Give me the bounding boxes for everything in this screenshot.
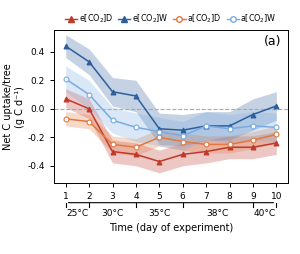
X-axis label: Time (day of experiment): Time (day of experiment) [109, 223, 233, 233]
Y-axis label: Net C uptake/tree
(g C d⁻¹): Net C uptake/tree (g C d⁻¹) [3, 63, 25, 150]
Text: 25°C: 25°C [66, 209, 88, 218]
Text: 38°C: 38°C [207, 209, 229, 218]
Text: 30°C: 30°C [101, 209, 124, 218]
Legend: e[CO$_2$]D, e[CO$_2$]W, a[CO$_2$]D, a[CO$_2$]W: e[CO$_2$]D, e[CO$_2$]W, a[CO$_2$]D, a[CO… [65, 12, 277, 25]
Text: (a): (a) [263, 35, 281, 48]
Text: 40°C: 40°C [254, 209, 276, 218]
Text: 35°C: 35°C [148, 209, 170, 218]
